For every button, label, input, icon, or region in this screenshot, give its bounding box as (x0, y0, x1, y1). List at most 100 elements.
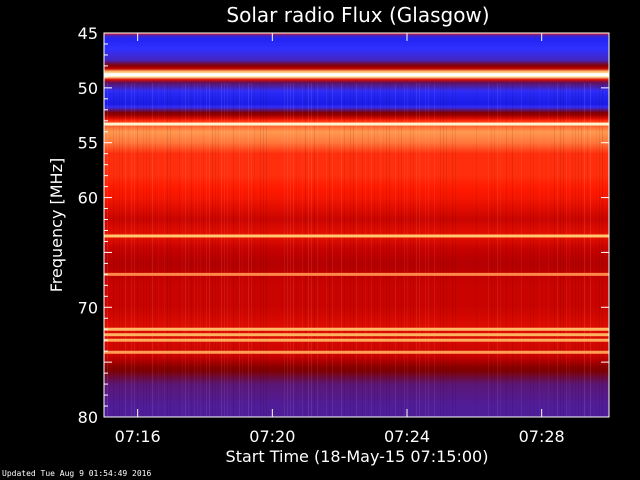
texture-streak (179, 83, 180, 417)
texture-streak (530, 83, 531, 417)
texture-streak (317, 83, 318, 417)
bright-line (104, 272, 609, 276)
texture-streak (344, 83, 345, 417)
texture-streak (143, 83, 144, 417)
texture-streak (263, 83, 264, 417)
texture-streak (389, 83, 390, 417)
texture-streak (521, 83, 522, 417)
bright-line (104, 327, 609, 331)
texture-streak (434, 83, 435, 417)
texture-streak (146, 83, 147, 417)
texture-streak (425, 83, 426, 417)
texture-streak (125, 83, 126, 417)
texture-streak (578, 83, 579, 417)
texture-streak (158, 83, 159, 417)
texture-streak (476, 83, 477, 417)
texture-streak (293, 83, 294, 417)
texture-streak (191, 83, 192, 417)
texture-streak (230, 83, 231, 417)
texture-streak (539, 83, 540, 417)
texture-streak (443, 83, 444, 417)
bright-line (104, 122, 609, 126)
texture-streak (365, 83, 366, 417)
y-tick-label: 45 (78, 24, 98, 43)
texture-streak (266, 83, 267, 417)
texture-streak (308, 83, 309, 417)
texture-streak (197, 83, 198, 417)
x-tick-label: 07:20 (249, 427, 295, 446)
texture-streak (569, 83, 570, 417)
x-tick-label: 07:28 (519, 427, 565, 446)
texture-streak (248, 83, 249, 417)
texture-streak (218, 83, 219, 417)
texture-streak (596, 83, 597, 417)
texture-streak (215, 83, 216, 417)
texture-streak (224, 83, 225, 417)
texture-streak (488, 83, 489, 417)
chart-title: Solar radio Flux (Glasgow) (226, 3, 489, 27)
texture-streak (566, 83, 567, 417)
texture-streak (374, 83, 375, 417)
texture-streak (413, 83, 414, 417)
texture-streak (395, 83, 396, 417)
texture-streak (239, 83, 240, 417)
y-tick-label: 55 (78, 134, 98, 153)
texture-streak (212, 83, 213, 417)
plot-frame (103, 32, 610, 418)
updated-timestamp: Updated Tue Aug 9 01:54:49 2016 (2, 469, 152, 478)
texture-streak (575, 83, 576, 417)
texture-streak (491, 83, 492, 417)
texture-streak (119, 83, 120, 417)
texture-streak (572, 83, 573, 417)
texture-streak (284, 83, 285, 417)
x-tick-label: 07:24 (384, 427, 430, 446)
texture-streak (134, 83, 135, 417)
texture-streak (446, 83, 447, 417)
texture-streak (314, 83, 315, 417)
texture-streak (302, 83, 303, 417)
bright-line (104, 234, 609, 238)
texture-streak (599, 83, 600, 417)
texture-streak (590, 83, 591, 417)
texture-streak (557, 83, 558, 417)
texture-streak (386, 83, 387, 417)
texture-streak (377, 83, 378, 417)
y-tick-label: 50 (78, 79, 98, 98)
texture-streak (287, 83, 288, 417)
texture-streak (131, 83, 132, 417)
texture-streak (206, 83, 207, 417)
texture-streak (419, 83, 420, 417)
texture-streak (512, 83, 513, 417)
texture-streak (581, 83, 582, 417)
texture-streak (128, 83, 129, 417)
texture-streak (362, 83, 363, 417)
texture-streak (548, 83, 549, 417)
x-tick-label: 07:16 (115, 427, 161, 446)
texture-streak (353, 83, 354, 417)
texture-streak (296, 83, 297, 417)
texture-streak (164, 83, 165, 417)
texture-streak (242, 83, 243, 417)
texture-streak (497, 83, 498, 417)
texture-streak (194, 83, 195, 417)
texture-streak (107, 83, 108, 417)
texture-streak (149, 83, 150, 417)
texture-streak (416, 83, 417, 417)
texture-streak (560, 83, 561, 417)
texture-streak (452, 83, 453, 417)
texture-streak (221, 83, 222, 417)
y-axis-label: Frequency [MHz] (47, 158, 66, 292)
texture-streak (329, 83, 330, 417)
texture-streak (203, 83, 204, 417)
texture-streak (368, 83, 369, 417)
x-axis-label: Start Time (18-May-15 07:15:00) (226, 447, 489, 466)
texture-streak (305, 83, 306, 417)
texture-streak (350, 83, 351, 417)
texture-streak (209, 83, 210, 417)
texture-streak (554, 83, 555, 417)
texture-streak (137, 83, 138, 417)
texture-streak (356, 83, 357, 417)
texture-streak (440, 83, 441, 417)
texture-streak (251, 83, 252, 417)
texture-streak (398, 83, 399, 417)
